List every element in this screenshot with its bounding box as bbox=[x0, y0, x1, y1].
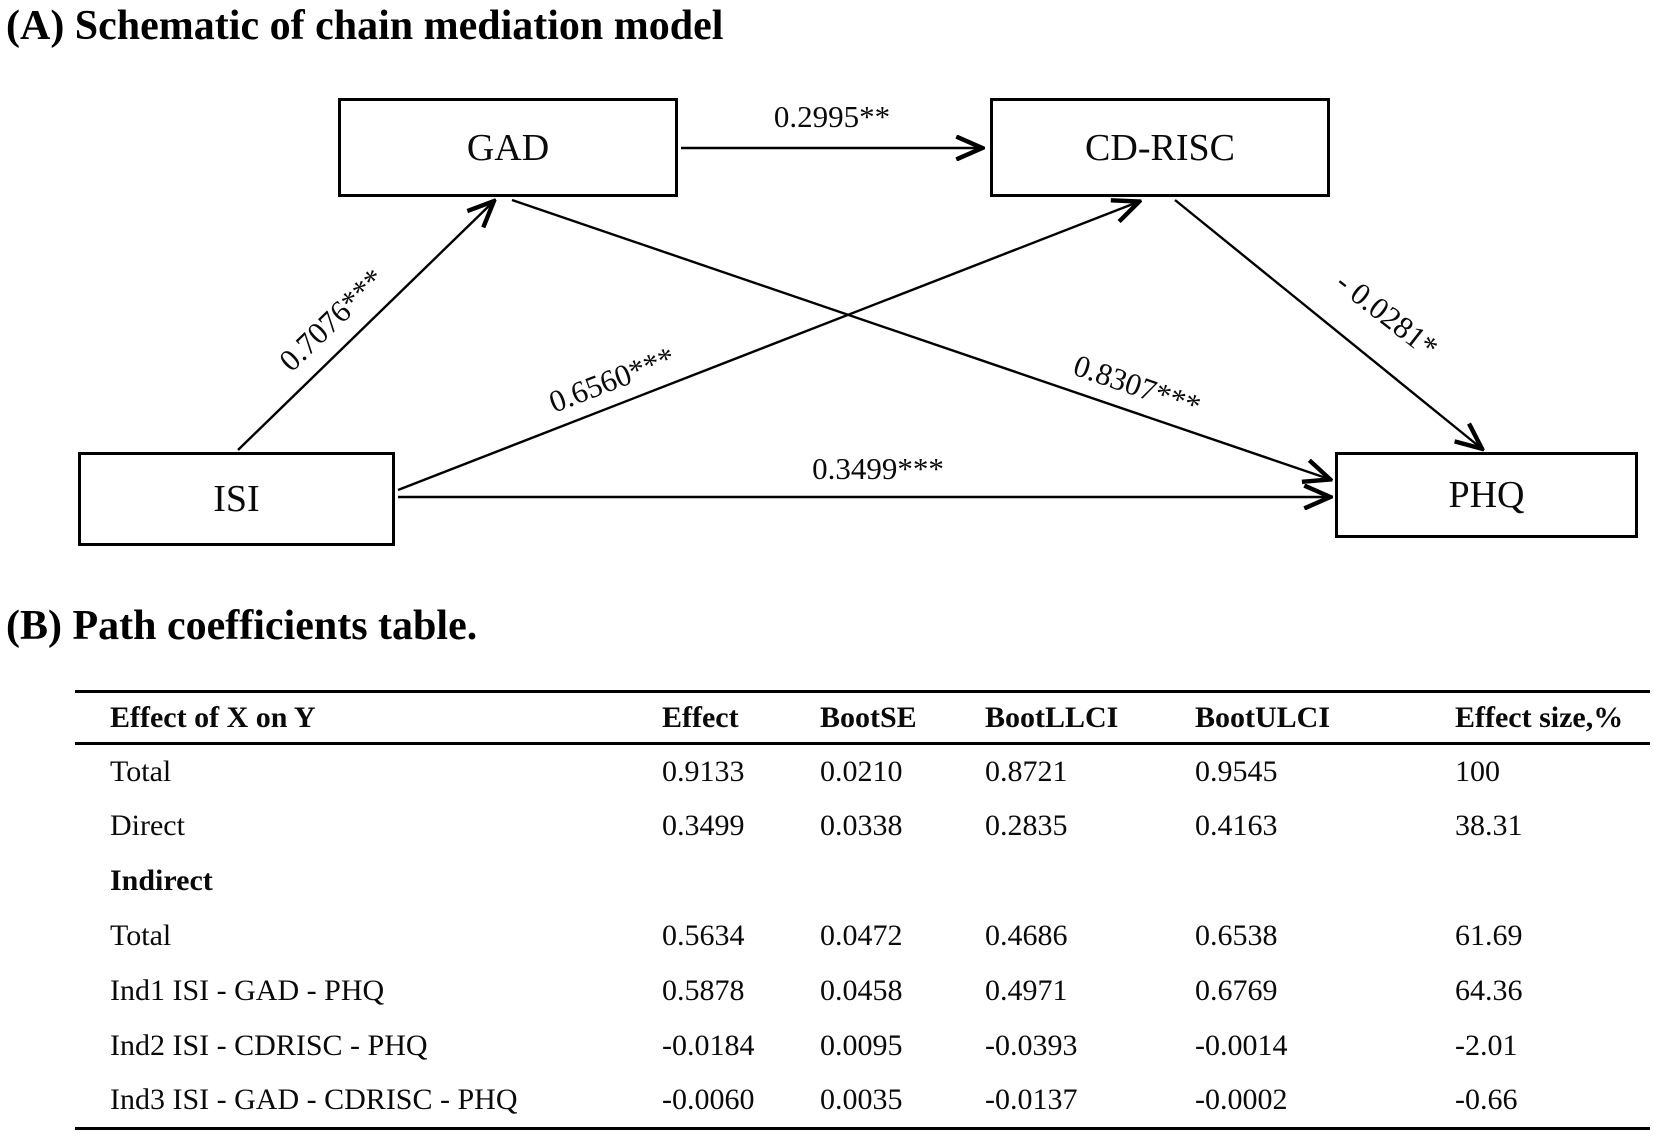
mediation-model-diagram: GAD CD-RISC ISI PHQ 0.2995** 0.7076*** 0… bbox=[78, 0, 1654, 600]
cell-value: 0.8721 bbox=[985, 754, 1068, 788]
cell-value: 61.69 bbox=[1455, 919, 1523, 952]
cell-value: 0.9133 bbox=[662, 754, 745, 788]
node-cdrisc-label: CD-RISC bbox=[1085, 126, 1235, 169]
row-label: Direct bbox=[110, 809, 185, 842]
cell-value: 100 bbox=[1455, 754, 1500, 788]
table-row-indirect-heading: Indirect bbox=[75, 854, 1650, 909]
cell-value: 0.0095 bbox=[820, 1029, 903, 1062]
arrow-isi-to-gad bbox=[237, 202, 493, 451]
cell-value: 0.0458 bbox=[820, 974, 903, 1007]
panel-b-title: (B) Path coefficients table. bbox=[6, 603, 478, 649]
node-gad: GAD bbox=[338, 98, 678, 197]
cell-value bbox=[985, 854, 1195, 909]
header-bootllci: BootLLCI bbox=[985, 691, 1195, 745]
cell-value: 0.0472 bbox=[820, 919, 903, 952]
table-header-row: Effect of X on Y Effect BootSE BootLLCI … bbox=[75, 691, 1650, 745]
cell-value: -0.0137 bbox=[985, 1083, 1078, 1117]
cell-value: 38.31 bbox=[1455, 809, 1523, 842]
cell-value bbox=[662, 854, 820, 909]
arrow-isi-to-cdrisc bbox=[397, 202, 1138, 492]
arrow-gad-to-phq bbox=[511, 198, 1329, 479]
cell-value: -0.66 bbox=[1455, 1083, 1518, 1117]
table-row-ind3: Ind3 ISI - GAD - CDRISC - PHQ -0.0060 0.… bbox=[75, 1074, 1650, 1129]
cell-value: 0.0035 bbox=[820, 1083, 903, 1117]
cell-value: 0.5634 bbox=[662, 919, 745, 952]
cell-value: -0.0002 bbox=[1195, 1083, 1288, 1117]
header-effect: Effect bbox=[662, 691, 820, 745]
cell-value: -0.0184 bbox=[662, 1029, 755, 1062]
header-bootse: BootSE bbox=[820, 691, 985, 745]
row-label: Ind3 ISI - GAD - CDRISC - PHQ bbox=[110, 1083, 518, 1117]
cell-value: 0.4971 bbox=[985, 974, 1068, 1007]
cell-value: 0.0210 bbox=[820, 754, 903, 788]
cell-value: 0.9545 bbox=[1195, 754, 1278, 788]
path-coefficients-table: Effect of X on Y Effect BootSE BootLLCI … bbox=[75, 690, 1650, 1130]
row-label: Ind1 ISI - GAD - PHQ bbox=[110, 974, 385, 1007]
node-gad-label: GAD bbox=[466, 126, 550, 169]
table-row-ind1: Ind1 ISI - GAD - PHQ 0.5878 0.0458 0.497… bbox=[75, 964, 1650, 1019]
panel-a-title: (A) Schematic of chain mediation model bbox=[6, 3, 724, 49]
table-row-total: Total 0.9133 0.0210 0.8721 0.9545 100 bbox=[75, 744, 1650, 799]
node-phq: PHQ bbox=[1335, 452, 1638, 538]
arrow-cdrisc-to-phq bbox=[1174, 199, 1481, 448]
cell-value: 0.5878 bbox=[662, 974, 745, 1007]
table-row-direct: Direct 0.3499 0.0338 0.2835 0.4163 38.31 bbox=[75, 799, 1650, 854]
header-effect-of-x-on-y: Effect of X on Y bbox=[75, 691, 662, 745]
cell-value: -0.0060 bbox=[662, 1083, 755, 1117]
coefficient-isi-phq: 0.3499*** bbox=[812, 451, 944, 486]
cell-value: 64.36 bbox=[1455, 974, 1523, 1007]
header-effect-size: Effect size,% bbox=[1455, 691, 1650, 745]
cell-value: 0.4163 bbox=[1195, 809, 1278, 842]
cell-value: 0.6538 bbox=[1195, 919, 1278, 952]
node-phq-label: PHQ bbox=[1448, 474, 1525, 516]
diagram-arrows-layer bbox=[237, 0, 1654, 600]
cell-value bbox=[1455, 854, 1650, 909]
table-row-ind2: Ind2 ISI - CDRISC - PHQ -0.0184 0.0095 -… bbox=[75, 1019, 1650, 1074]
row-label: Total bbox=[110, 919, 172, 952]
node-isi: ISI bbox=[78, 452, 395, 546]
row-label: Total bbox=[110, 754, 172, 788]
cell-value: 0.2835 bbox=[985, 809, 1068, 842]
coefficient-gad-cdrisc: 0.2995** bbox=[773, 99, 891, 134]
cell-value bbox=[820, 854, 985, 909]
cell-value: -0.0393 bbox=[985, 1029, 1078, 1062]
cell-value bbox=[1195, 854, 1455, 909]
cell-value: 0.0338 bbox=[820, 809, 903, 842]
cell-value: -2.01 bbox=[1455, 1029, 1518, 1062]
node-isi-label: ISI bbox=[213, 478, 260, 520]
row-label: Ind2 ISI - CDRISC - PHQ bbox=[110, 1029, 428, 1062]
table-row-indirect-total: Total 0.5634 0.0472 0.4686 0.6538 61.69 bbox=[75, 909, 1650, 964]
cell-value: 0.3499 bbox=[662, 809, 745, 842]
node-cdrisc: CD-RISC bbox=[990, 98, 1330, 197]
header-bootulci: BootULCI bbox=[1195, 691, 1455, 745]
cell-value: -0.0014 bbox=[1195, 1029, 1288, 1062]
row-label: Indirect bbox=[110, 864, 213, 897]
cell-value: 0.4686 bbox=[985, 919, 1068, 952]
cell-value: 0.6769 bbox=[1195, 974, 1278, 1007]
